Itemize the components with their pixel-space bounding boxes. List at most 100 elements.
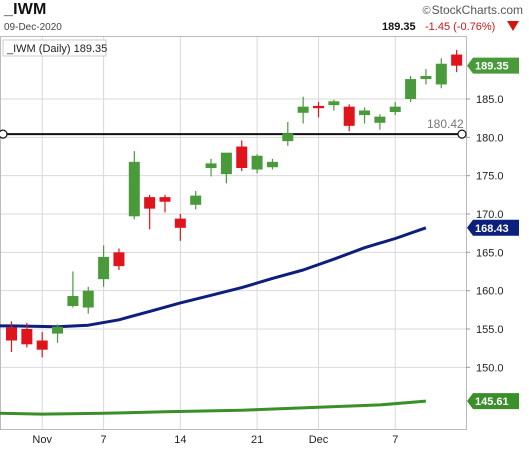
grid bbox=[1, 37, 466, 429]
ma-long-tag-label: 145.61 bbox=[475, 396, 509, 408]
y-tick-label: 180.0 bbox=[476, 132, 504, 144]
ma-short-tag-box bbox=[467, 219, 519, 236]
ma-short-tag-label: 168.43 bbox=[475, 223, 509, 235]
candle bbox=[266, 158, 278, 170]
candle-body bbox=[405, 79, 417, 99]
candle bbox=[67, 271, 79, 308]
candle bbox=[128, 151, 140, 220]
candles bbox=[6, 49, 463, 358]
last-price: 189.35 bbox=[382, 21, 416, 33]
candle bbox=[190, 191, 202, 210]
x-tick-label: 7 bbox=[101, 434, 107, 446]
x-tick-label: 7 bbox=[392, 434, 398, 446]
candle bbox=[251, 154, 263, 174]
candle-body bbox=[435, 63, 447, 85]
ma-long-tag-box bbox=[467, 393, 519, 410]
candle bbox=[52, 324, 64, 343]
y-tick-label: 185.0 bbox=[476, 94, 504, 106]
y-tick-label: 165.0 bbox=[476, 247, 504, 259]
candle bbox=[420, 69, 432, 85]
candle-body bbox=[451, 54, 463, 66]
last-price-tag: 189.35 bbox=[467, 57, 519, 74]
candle-body bbox=[52, 326, 64, 334]
candle bbox=[220, 152, 232, 184]
candle-body bbox=[174, 218, 186, 228]
candle-body bbox=[359, 110, 371, 116]
candle-body bbox=[236, 146, 248, 168]
candle-body bbox=[420, 76, 432, 80]
legend-label: _IWM (Daily) 189.35 bbox=[6, 43, 107, 55]
candle-body bbox=[251, 155, 263, 170]
candle bbox=[36, 332, 48, 358]
level-line-end-handle bbox=[457, 129, 467, 139]
price-change: -1.45 (-0.76%) bbox=[425, 21, 496, 33]
candle bbox=[297, 96, 309, 124]
y-tick-label: 155.0 bbox=[476, 324, 504, 336]
candle bbox=[113, 248, 125, 270]
level-line-label: 180.42 bbox=[427, 117, 464, 131]
x-tick-label: Dec bbox=[309, 434, 329, 446]
x-axis: Nov 7 14 21 Dec 7 bbox=[32, 434, 398, 446]
candle bbox=[451, 49, 463, 73]
candle-body bbox=[297, 106, 309, 113]
candle bbox=[236, 140, 248, 172]
legend-box: _IWM (Daily) 189.35 bbox=[2, 39, 107, 57]
last-price-tag-box bbox=[467, 57, 519, 74]
candle-body bbox=[98, 256, 110, 280]
candle bbox=[389, 102, 401, 116]
ma-short-line bbox=[0, 226, 427, 329]
candle-body bbox=[282, 133, 294, 142]
candle-body bbox=[374, 116, 386, 123]
price-tags: 189.35 168.43 145.61 bbox=[467, 57, 519, 410]
candle-body bbox=[328, 101, 340, 106]
candle bbox=[21, 322, 33, 348]
candle-body bbox=[220, 152, 232, 175]
candle-body bbox=[67, 296, 79, 306]
level-line-group: 180.42 bbox=[0, 117, 467, 139]
symbol-title: _IWM bbox=[4, 1, 47, 18]
ma-long bbox=[0, 399, 427, 416]
candle-body bbox=[313, 105, 324, 109]
down-arrow-icon bbox=[507, 21, 519, 31]
brand-logo: ©StockCharts.com bbox=[423, 3, 523, 17]
y-tick-label: 150.0 bbox=[476, 362, 504, 374]
level-line-start-handle bbox=[0, 129, 8, 139]
candle-body bbox=[36, 340, 48, 350]
x-tick-label: 14 bbox=[174, 434, 186, 446]
candle-body bbox=[82, 290, 94, 308]
candle-body bbox=[159, 197, 171, 202]
ma-long-tag: 145.61 bbox=[467, 393, 519, 410]
candle bbox=[144, 194, 156, 230]
candle-body bbox=[6, 327, 17, 341]
candle-body bbox=[389, 106, 401, 113]
candle bbox=[328, 99, 340, 111]
candle-body bbox=[343, 106, 355, 126]
candle bbox=[313, 102, 324, 118]
x-tick-label: 21 bbox=[251, 434, 263, 446]
candle bbox=[159, 194, 171, 213]
candle-body bbox=[21, 329, 33, 345]
candle-body bbox=[144, 197, 156, 209]
candle bbox=[374, 114, 386, 130]
x-tick-label: Nov bbox=[32, 434, 52, 446]
brand-copyright: © bbox=[422, 5, 431, 17]
candle bbox=[359, 107, 371, 124]
candle-body bbox=[128, 161, 140, 217]
candle bbox=[343, 104, 355, 132]
candle bbox=[282, 122, 294, 146]
candle-body bbox=[266, 161, 278, 168]
ma-short-tag: 168.43 bbox=[467, 219, 519, 236]
y-tick-label: 160.0 bbox=[476, 286, 504, 298]
candle bbox=[82, 286, 94, 314]
last-price-tag-label: 189.35 bbox=[475, 61, 509, 73]
candle bbox=[435, 58, 447, 89]
ma-short bbox=[0, 226, 427, 329]
candle-body bbox=[205, 163, 217, 168]
candle bbox=[205, 158, 217, 177]
candle bbox=[405, 76, 417, 103]
candle bbox=[6, 321, 17, 352]
candle bbox=[174, 214, 186, 241]
ma-long-line bbox=[0, 399, 427, 416]
y-tick-label: 175.0 bbox=[476, 171, 504, 183]
